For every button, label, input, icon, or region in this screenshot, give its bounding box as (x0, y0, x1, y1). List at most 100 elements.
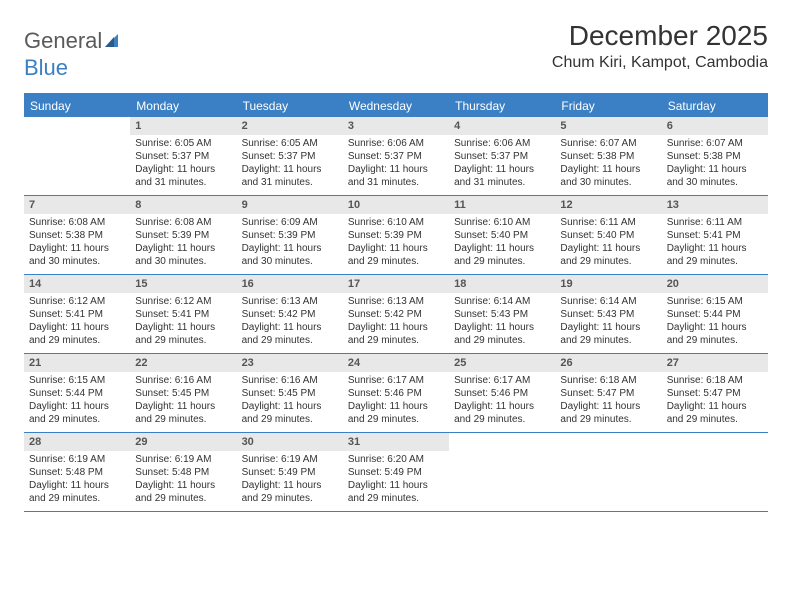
month-title: December 2025 (552, 20, 768, 52)
sunrise-line: Sunrise: 6:19 AM (242, 453, 338, 466)
day-number: 19 (555, 275, 661, 293)
week-row: 28Sunrise: 6:19 AMSunset: 5:48 PMDayligh… (24, 433, 768, 512)
day-info: Sunrise: 6:11 AMSunset: 5:40 PMDaylight:… (555, 214, 661, 272)
day-info: Sunrise: 6:06 AMSunset: 5:37 PMDaylight:… (449, 135, 555, 193)
day-info: Sunrise: 6:20 AMSunset: 5:49 PMDaylight:… (343, 451, 449, 509)
sunrise-line: Sunrise: 6:16 AM (242, 374, 338, 387)
day-number: 12 (555, 196, 661, 214)
day-header-wednesday: Wednesday (343, 95, 449, 117)
day-info: Sunrise: 6:19 AMSunset: 5:48 PMDaylight:… (130, 451, 236, 509)
day-number: 9 (237, 196, 343, 214)
calendar-cell: 30Sunrise: 6:19 AMSunset: 5:49 PMDayligh… (237, 433, 343, 511)
daylight-line: Daylight: 11 hours and 31 minutes. (348, 163, 444, 189)
sunset-line: Sunset: 5:39 PM (242, 229, 338, 242)
day-number: 1 (130, 117, 236, 135)
sunset-line: Sunset: 5:47 PM (667, 387, 763, 400)
calendar-cell: 12Sunrise: 6:11 AMSunset: 5:40 PMDayligh… (555, 196, 661, 274)
calendar-cell: 5Sunrise: 6:07 AMSunset: 5:38 PMDaylight… (555, 117, 661, 195)
day-info: Sunrise: 6:05 AMSunset: 5:37 PMDaylight:… (237, 135, 343, 193)
sunset-line: Sunset: 5:41 PM (29, 308, 125, 321)
sunset-line: Sunset: 5:49 PM (348, 466, 444, 479)
sunrise-line: Sunrise: 6:14 AM (560, 295, 656, 308)
sunset-line: Sunset: 5:41 PM (667, 229, 763, 242)
sunrise-line: Sunrise: 6:18 AM (560, 374, 656, 387)
logo-word2: Blue (24, 55, 68, 80)
calendar-cell: 13Sunrise: 6:11 AMSunset: 5:41 PMDayligh… (662, 196, 768, 274)
day-info: Sunrise: 6:12 AMSunset: 5:41 PMDaylight:… (24, 293, 130, 351)
sunrise-line: Sunrise: 6:18 AM (667, 374, 763, 387)
daylight-line: Daylight: 11 hours and 29 minutes. (454, 321, 550, 347)
week-row: 1Sunrise: 6:05 AMSunset: 5:37 PMDaylight… (24, 117, 768, 196)
calendar-cell: 4Sunrise: 6:06 AMSunset: 5:37 PMDaylight… (449, 117, 555, 195)
day-number: 25 (449, 354, 555, 372)
day-info: Sunrise: 6:15 AMSunset: 5:44 PMDaylight:… (662, 293, 768, 351)
day-header-thursday: Thursday (449, 95, 555, 117)
sunrise-line: Sunrise: 6:05 AM (242, 137, 338, 150)
sunrise-line: Sunrise: 6:10 AM (348, 216, 444, 229)
logo-sail-icon (104, 29, 124, 55)
calendar-cell (449, 433, 555, 511)
sunrise-line: Sunrise: 6:11 AM (560, 216, 656, 229)
day-info: Sunrise: 6:18 AMSunset: 5:47 PMDaylight:… (555, 372, 661, 430)
day-info: Sunrise: 6:11 AMSunset: 5:41 PMDaylight:… (662, 214, 768, 272)
calendar-cell: 24Sunrise: 6:17 AMSunset: 5:46 PMDayligh… (343, 354, 449, 432)
daylight-line: Daylight: 11 hours and 29 minutes. (242, 400, 338, 426)
day-info: Sunrise: 6:14 AMSunset: 5:43 PMDaylight:… (555, 293, 661, 351)
day-header-friday: Friday (555, 95, 661, 117)
day-info: Sunrise: 6:17 AMSunset: 5:46 PMDaylight:… (343, 372, 449, 430)
calendar-cell: 23Sunrise: 6:16 AMSunset: 5:45 PMDayligh… (237, 354, 343, 432)
daylight-line: Daylight: 11 hours and 29 minutes. (560, 321, 656, 347)
sunset-line: Sunset: 5:39 PM (135, 229, 231, 242)
sunset-line: Sunset: 5:45 PM (135, 387, 231, 400)
daylight-line: Daylight: 11 hours and 30 minutes. (242, 242, 338, 268)
day-info: Sunrise: 6:16 AMSunset: 5:45 PMDaylight:… (130, 372, 236, 430)
day-number: 27 (662, 354, 768, 372)
day-number: 30 (237, 433, 343, 451)
day-info: Sunrise: 6:08 AMSunset: 5:38 PMDaylight:… (24, 214, 130, 272)
sunrise-line: Sunrise: 6:12 AM (135, 295, 231, 308)
calendar-cell (24, 117, 130, 195)
sunset-line: Sunset: 5:43 PM (560, 308, 656, 321)
calendar-cell: 22Sunrise: 6:16 AMSunset: 5:45 PMDayligh… (130, 354, 236, 432)
day-number: 14 (24, 275, 130, 293)
day-info: Sunrise: 6:09 AMSunset: 5:39 PMDaylight:… (237, 214, 343, 272)
sunset-line: Sunset: 5:44 PM (29, 387, 125, 400)
day-info: Sunrise: 6:10 AMSunset: 5:40 PMDaylight:… (449, 214, 555, 272)
sunrise-line: Sunrise: 6:06 AM (348, 137, 444, 150)
sunset-line: Sunset: 5:44 PM (667, 308, 763, 321)
daylight-line: Daylight: 11 hours and 29 minutes. (348, 479, 444, 505)
sunrise-line: Sunrise: 6:12 AM (29, 295, 125, 308)
sunset-line: Sunset: 5:37 PM (242, 150, 338, 163)
daylight-line: Daylight: 11 hours and 29 minutes. (454, 400, 550, 426)
calendar-cell: 7Sunrise: 6:08 AMSunset: 5:38 PMDaylight… (24, 196, 130, 274)
logo-word1: General (24, 28, 102, 53)
sunrise-line: Sunrise: 6:05 AM (135, 137, 231, 150)
daylight-line: Daylight: 11 hours and 31 minutes. (135, 163, 231, 189)
calendar-cell: 25Sunrise: 6:17 AMSunset: 5:46 PMDayligh… (449, 354, 555, 432)
sunset-line: Sunset: 5:40 PM (560, 229, 656, 242)
sunrise-line: Sunrise: 6:16 AM (135, 374, 231, 387)
day-number: 26 (555, 354, 661, 372)
sunset-line: Sunset: 5:40 PM (454, 229, 550, 242)
calendar-cell: 17Sunrise: 6:13 AMSunset: 5:42 PMDayligh… (343, 275, 449, 353)
daylight-line: Daylight: 11 hours and 29 minutes. (560, 400, 656, 426)
sunrise-line: Sunrise: 6:11 AM (667, 216, 763, 229)
daylight-line: Daylight: 11 hours and 29 minutes. (135, 321, 231, 347)
day-info: Sunrise: 6:12 AMSunset: 5:41 PMDaylight:… (130, 293, 236, 351)
sunset-line: Sunset: 5:37 PM (454, 150, 550, 163)
daylight-line: Daylight: 11 hours and 29 minutes. (348, 321, 444, 347)
calendar: SundayMondayTuesdayWednesdayThursdayFrid… (24, 93, 768, 512)
daylight-line: Daylight: 11 hours and 30 minutes. (560, 163, 656, 189)
sunset-line: Sunset: 5:47 PM (560, 387, 656, 400)
daylight-line: Daylight: 11 hours and 29 minutes. (348, 242, 444, 268)
logo: General Blue (24, 20, 124, 81)
day-info: Sunrise: 6:07 AMSunset: 5:38 PMDaylight:… (555, 135, 661, 193)
day-number: 13 (662, 196, 768, 214)
sunrise-line: Sunrise: 6:07 AM (667, 137, 763, 150)
sunset-line: Sunset: 5:42 PM (242, 308, 338, 321)
daylight-line: Daylight: 11 hours and 31 minutes. (454, 163, 550, 189)
sunrise-line: Sunrise: 6:20 AM (348, 453, 444, 466)
day-info: Sunrise: 6:17 AMSunset: 5:46 PMDaylight:… (449, 372, 555, 430)
calendar-cell: 18Sunrise: 6:14 AMSunset: 5:43 PMDayligh… (449, 275, 555, 353)
daylight-line: Daylight: 11 hours and 29 minutes. (29, 479, 125, 505)
